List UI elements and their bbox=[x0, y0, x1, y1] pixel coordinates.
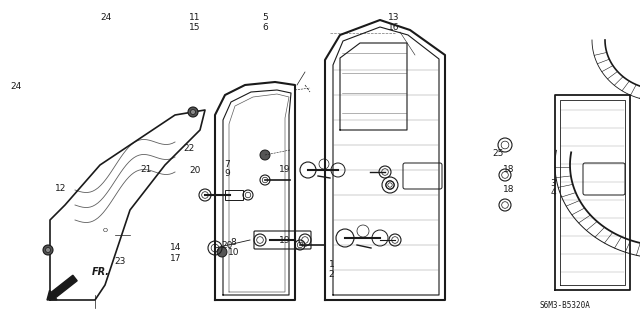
Text: 6: 6 bbox=[263, 23, 268, 32]
Text: 19: 19 bbox=[279, 236, 291, 245]
Text: 4: 4 bbox=[551, 189, 556, 197]
Text: 3: 3 bbox=[551, 179, 556, 188]
Text: 17: 17 bbox=[170, 254, 182, 263]
Text: 9: 9 bbox=[225, 169, 230, 178]
FancyBboxPatch shape bbox=[403, 163, 442, 189]
Text: 18: 18 bbox=[503, 185, 515, 194]
Text: 22: 22 bbox=[183, 144, 195, 153]
FancyArrow shape bbox=[47, 275, 77, 300]
Text: 2: 2 bbox=[329, 270, 334, 279]
Circle shape bbox=[217, 247, 227, 257]
Text: 18: 18 bbox=[503, 165, 515, 174]
Text: 12: 12 bbox=[55, 184, 67, 193]
Text: 11: 11 bbox=[189, 13, 201, 22]
Text: 19: 19 bbox=[279, 165, 291, 174]
Text: 20: 20 bbox=[221, 241, 233, 250]
Text: 8: 8 bbox=[231, 238, 236, 247]
Text: 16: 16 bbox=[388, 23, 399, 32]
FancyBboxPatch shape bbox=[225, 190, 243, 200]
Text: 14: 14 bbox=[170, 243, 182, 252]
Text: 15: 15 bbox=[189, 23, 201, 32]
Circle shape bbox=[45, 248, 51, 253]
Circle shape bbox=[260, 150, 270, 160]
Text: 7: 7 bbox=[225, 160, 230, 169]
Circle shape bbox=[188, 107, 198, 117]
Text: S6M3-B5320A: S6M3-B5320A bbox=[540, 300, 591, 309]
Text: 13: 13 bbox=[388, 13, 399, 22]
Text: 25: 25 bbox=[492, 149, 504, 158]
Text: 1: 1 bbox=[329, 260, 334, 269]
Text: O: O bbox=[102, 227, 108, 233]
Text: 23: 23 bbox=[115, 257, 126, 266]
Text: 10: 10 bbox=[228, 248, 239, 256]
FancyBboxPatch shape bbox=[254, 231, 311, 249]
Circle shape bbox=[191, 109, 195, 115]
Text: 20: 20 bbox=[189, 166, 201, 175]
Text: 24: 24 bbox=[10, 82, 22, 91]
Text: FR.: FR. bbox=[92, 267, 110, 277]
Text: 5: 5 bbox=[263, 13, 268, 22]
FancyBboxPatch shape bbox=[583, 163, 625, 195]
Circle shape bbox=[43, 245, 53, 255]
Text: 24: 24 bbox=[100, 13, 111, 22]
Text: 21: 21 bbox=[140, 165, 152, 174]
